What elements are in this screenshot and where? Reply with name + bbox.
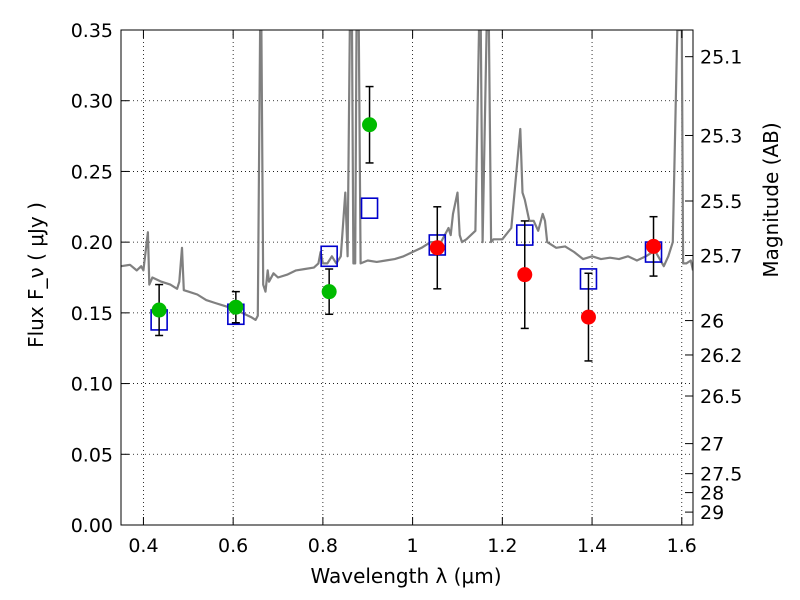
right-tick-label-6: 26.5: [700, 386, 742, 408]
y-axis-label: Flux F_ν ( μJy ): [24, 202, 48, 348]
model-spectrum-line: [121, 30, 693, 321]
x-tick-label-2: 0.8: [308, 535, 338, 557]
photometry-layer: [150, 85, 663, 362]
right-tick-label-0: 25.1: [700, 47, 742, 69]
y-tick-label-2: 0.10: [71, 374, 113, 396]
red-data-point-1: [517, 267, 533, 283]
x-tick-label-3: 1: [407, 535, 419, 557]
y-tick-label-6: 0.30: [71, 91, 113, 113]
right-tick-label-9: 28: [700, 483, 724, 505]
right-tick-label-8: 27.5: [700, 464, 742, 486]
model-spectrum-layer: [121, 30, 693, 321]
y-tick-label-4: 0.20: [71, 232, 113, 254]
x-tick-label-4: 1.2: [487, 535, 517, 557]
right-tick-label-4: 26: [700, 311, 724, 333]
x-tick-label-1: 0.6: [218, 535, 248, 557]
model-photometry-square-3: [360, 197, 379, 219]
y-tick-label-1: 0.05: [71, 444, 113, 466]
right-tick-label-2: 25.5: [700, 191, 742, 213]
right-tick-label-7: 27: [700, 434, 724, 456]
x-tick-label-0: 0.4: [128, 535, 158, 557]
red-data-point-2: [580, 309, 596, 325]
plot-frame: [120, 29, 694, 526]
green-data-point-1: [228, 299, 244, 315]
green-data-point-0: [151, 302, 167, 318]
red-data-point-3: [646, 238, 662, 254]
tick-marks: [121, 29, 693, 526]
right-tick-label-1: 25.3: [700, 125, 742, 147]
y-tick-label-3: 0.15: [71, 303, 113, 325]
green-data-point-3: [362, 117, 378, 133]
x-tick-label-6: 1.6: [667, 535, 697, 557]
x-tick-label-5: 1.4: [577, 535, 607, 557]
red-data-point-0: [429, 240, 445, 256]
y-tick-label-5: 0.25: [71, 161, 113, 183]
right-axis-label: Magnitude (AB): [759, 122, 783, 277]
right-tick-label-3: 25.7: [700, 246, 742, 268]
model-photometry-square-2: [320, 245, 338, 268]
y-tick-label-0: 0.00: [71, 515, 113, 537]
green-data-point-2: [321, 284, 337, 300]
right-tick-label-10: 29: [700, 502, 724, 524]
y-tick-label-7: 0.35: [71, 20, 113, 42]
x-axis-label: Wavelength λ (μm): [310, 564, 501, 588]
tick-labels: 0.4 0.6 0.8 1 1.2 1.4 1.6 0.00 0.05 0.10 0.15 0.20 0…: [71, 20, 743, 557]
right-tick-label-5: 26.2: [700, 345, 742, 367]
